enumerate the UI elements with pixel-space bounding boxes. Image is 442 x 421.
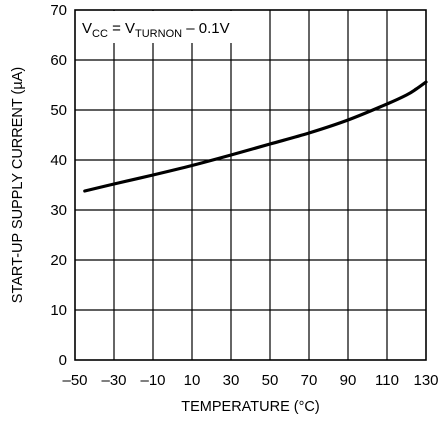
x-tick-label: –30 — [101, 372, 126, 389]
y-axis-title: START-UP SUPPLY CURRENT (µA) — [10, 67, 26, 303]
x-tick-label: 70 — [301, 372, 318, 389]
annotation-cc-subscript: CC — [92, 28, 108, 40]
x-tick-label: –50 — [62, 372, 87, 389]
x-tick-label: 10 — [184, 372, 201, 389]
y-tick-label: 30 — [50, 202, 67, 219]
plot-frame — [74, 9, 427, 361]
x-tick-label: 130 — [413, 372, 438, 389]
x-tick-label: 90 — [340, 372, 357, 389]
x-tick-label: 110 — [375, 372, 399, 389]
annotation-equals: = V — [108, 20, 135, 37]
annotation-box — [76, 11, 256, 43]
x-axis-title: TEMPERATURE (°C) — [181, 399, 319, 415]
y-tick-label: 40 — [50, 152, 67, 169]
series-line — [83, 80, 428, 193]
x-tick-label: 50 — [262, 372, 279, 389]
x-tick-label: 30 — [223, 372, 240, 389]
x-tick-label: –10 — [140, 372, 165, 389]
annotation: VCC = VTURNON – 0.1V — [82, 20, 230, 40]
grid — [75, 10, 426, 360]
x-tick-labels: –50 –30 –10 10 30 50 70 90 110 130 — [62, 372, 438, 389]
annotation-v: V — [82, 20, 92, 37]
y-tick-label: 20 — [50, 252, 67, 269]
y-tick-label: 60 — [50, 52, 67, 69]
y-tick-labels: 0 10 20 30 40 50 60 70 — [50, 2, 67, 369]
annotation-tail: – 0.1V — [182, 20, 230, 37]
y-tick-label: 10 — [50, 302, 67, 319]
y-tick-label: 70 — [50, 2, 67, 19]
y-tick-label: 0 — [59, 352, 67, 369]
y-tick-label: 50 — [50, 102, 67, 119]
annotation-turnon-subscript: TURNON — [135, 28, 182, 40]
